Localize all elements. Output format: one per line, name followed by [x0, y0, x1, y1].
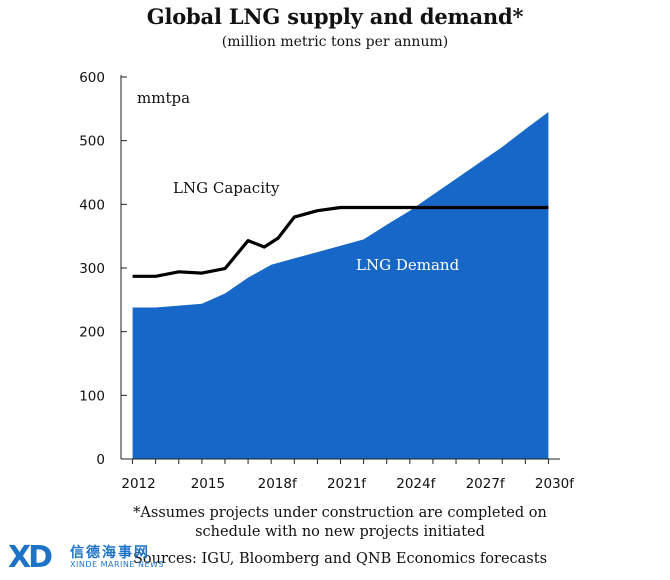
x-tick-label: 2030f: [535, 476, 575, 492]
x-tick-label: 2024f: [396, 476, 436, 492]
footnote-line-1: *Assumes projects under construction are…: [133, 505, 547, 521]
chart-subtitle: (million metric tons per annum): [221, 34, 449, 50]
y-tick-label: 300: [79, 261, 105, 277]
series-area-demand: [132, 112, 549, 459]
series-label-demand: LNG Demand: [356, 256, 460, 274]
x-tick-label: 2015: [191, 476, 225, 492]
x-tick-label: 2012: [121, 476, 155, 492]
sources-note: Sources: IGU, Bloomberg and QNB Economic…: [132, 551, 548, 567]
series-line-capacity: [132, 205, 549, 278]
watermark-name-en: XINDE MARINE NEWS: [70, 560, 164, 569]
watermark-logo: XD 信德海事网 XINDE MARINE NEWS: [8, 540, 178, 576]
y-tick-label: 0: [96, 452, 105, 468]
y-tick-label: 200: [79, 325, 105, 341]
y-tick-label: 100: [79, 388, 105, 404]
x-tick-label: 2018f: [258, 476, 298, 492]
y-tick-label: 600: [79, 70, 105, 86]
watermark-name-cn: 信德海事网: [70, 545, 150, 561]
series-label-capacity: LNG Capacity: [173, 179, 280, 197]
y-tick-label: 400: [79, 197, 105, 213]
chart-title: Global LNG supply and demand*: [146, 4, 524, 29]
watermark-mark: XD: [8, 540, 53, 575]
unit-label: mmtpa: [137, 89, 190, 107]
y-tick-label: 500: [79, 134, 105, 150]
x-tick-label: 2021f: [327, 476, 367, 492]
x-tick-label: 2027f: [466, 476, 506, 492]
footnote-line-2: schedule with no new projects initiated: [195, 524, 485, 540]
